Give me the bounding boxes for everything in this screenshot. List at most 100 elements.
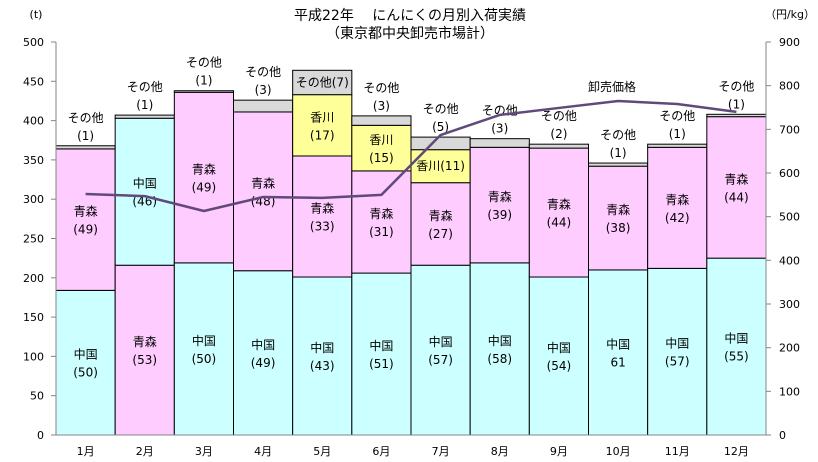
segment-label: 青森 [724,171,748,186]
segment-value-label: (39) [487,208,512,222]
segment-value-label: (3) [255,83,272,97]
bar-5月: 中国 (43) 青森 (33) 香川 (17) その他(7) [292,69,353,436]
chart-subtitle: （東京都中央卸売市場計） [326,25,494,42]
left-tick-label: 50 [30,390,44,403]
x-tick-label: 9月 [550,445,568,458]
segment-label: 香川(11) [416,159,465,173]
right-tick-label: 400 [779,254,800,267]
right-tick-label: 700 [779,123,800,136]
segment-label: 青森 [251,175,275,190]
right-tick-label: 900 [779,36,800,49]
right-tick-label: 100 [779,385,800,398]
bar-segment [292,69,353,96]
price-series-label: 卸売価格 [588,79,636,94]
segment-label: その他 [423,102,459,116]
segment-label: その他 [245,65,281,79]
bar-segment [588,165,649,271]
bar-11月: 中国 (57) 青森 (42) その他 (1) [647,109,708,436]
x-tick-label: 3月 [195,445,213,458]
bar-segment [469,138,530,148]
segment-value-label: (3) [491,122,508,136]
segment-value-label: (49) [73,223,98,237]
bar-3月: 中国 (50) 青森 (49) その他 (1) [173,56,234,436]
segment-label: 香川 [310,110,334,124]
right-tick-label: 800 [779,80,800,93]
bar-4月: 中国(49)青森(48)その他(3) [233,65,294,436]
segment-label: 青森 [74,204,98,219]
segment-value-label: (57) [665,355,690,369]
bar-segment [55,289,116,436]
right-tick-label: 0 [779,429,786,442]
x-tick-label: 6月 [372,445,390,458]
bar-segment [647,143,708,148]
left-tick-label: 450 [23,75,44,88]
right-axis-unit: （円/kg） [765,8,815,21]
segment-value-label: (43) [310,359,335,373]
right-tick-label: 600 [779,167,800,180]
bar-segment [588,162,649,167]
left-tick-label: 200 [23,272,44,285]
segment-value-label: (15) [369,151,394,165]
segment-label: 中国 [369,338,393,353]
bar-segment [647,267,708,436]
segment-value-label: (3) [373,99,390,113]
segment-label: 中国 [74,347,98,362]
segment-label: 香川 [369,133,393,147]
bar-segment [647,146,708,269]
x-tick-label: 8月 [491,445,509,458]
segment-value-label: (1) [610,146,627,160]
price-line [85,99,737,213]
left-tick-label: 300 [23,193,44,206]
bar-segment [528,276,589,436]
bar-segment [351,170,412,274]
segment-label: 中国 [133,176,157,191]
bar-9月: 中国 (54) 青森 (44) その他 (2) [528,109,589,436]
x-tick-label: 10月 [606,445,631,458]
segment-value-label: (17) [310,128,335,142]
segment-label: 青森 [192,162,216,177]
segment-value-label: (50) [192,352,217,366]
x-tick-label: 5月 [313,445,331,458]
segment-value-label: (44) [724,190,749,204]
bar-segment [114,114,175,119]
bar-segment [410,136,471,151]
left-axis-unit: (t) [30,8,43,21]
left-tick-label: 0 [37,429,44,442]
x-tick-label: 7月 [432,445,450,458]
segment-value-label: (27) [428,227,453,241]
segment-label: その他 [127,80,163,94]
segment-label: 中国 [724,331,748,346]
segment-value-label: (5) [432,120,449,134]
bar-segment [410,182,471,266]
left-tick-label: 250 [23,233,44,246]
right-tick-label: 200 [779,342,800,355]
segment-label: 中国 [606,336,630,351]
bar-segment [528,147,589,278]
segment-label: その他 [600,128,636,142]
bar-8月: 中国(58)青森(39)その他(3) [469,104,530,436]
x-tick-label: 2月 [136,445,154,458]
left-tick-label: 400 [23,115,44,128]
segment-label: 中国 [488,333,512,348]
bar-segment [292,155,353,278]
bar-segment [233,99,294,113]
right-tick-label: 300 [779,298,800,311]
segment-value-label: (53) [132,353,157,367]
bar-segment [55,145,116,150]
segment-label: その他 [363,81,399,95]
segment-value-label: (58) [487,352,512,366]
bar-1月: 中国 (50) 青森 (49) その他 (1) [55,111,116,436]
bar-segment [55,148,116,291]
segment-label: その他 [541,109,577,123]
bar-segment [469,262,530,436]
segment-label: 青森 [369,206,393,221]
segment-label: その他 [659,109,695,123]
bar-segment [706,116,767,259]
segment-value-label: (1) [77,129,94,143]
segment-value-label: (49) [192,181,217,195]
segment-value-label: (49) [251,356,276,370]
segment-label: 中国 [251,337,275,352]
bar-12月: 中国 (55) 青森 (44) その他 (1) [706,79,767,436]
segment-label: 青森 [547,197,571,212]
